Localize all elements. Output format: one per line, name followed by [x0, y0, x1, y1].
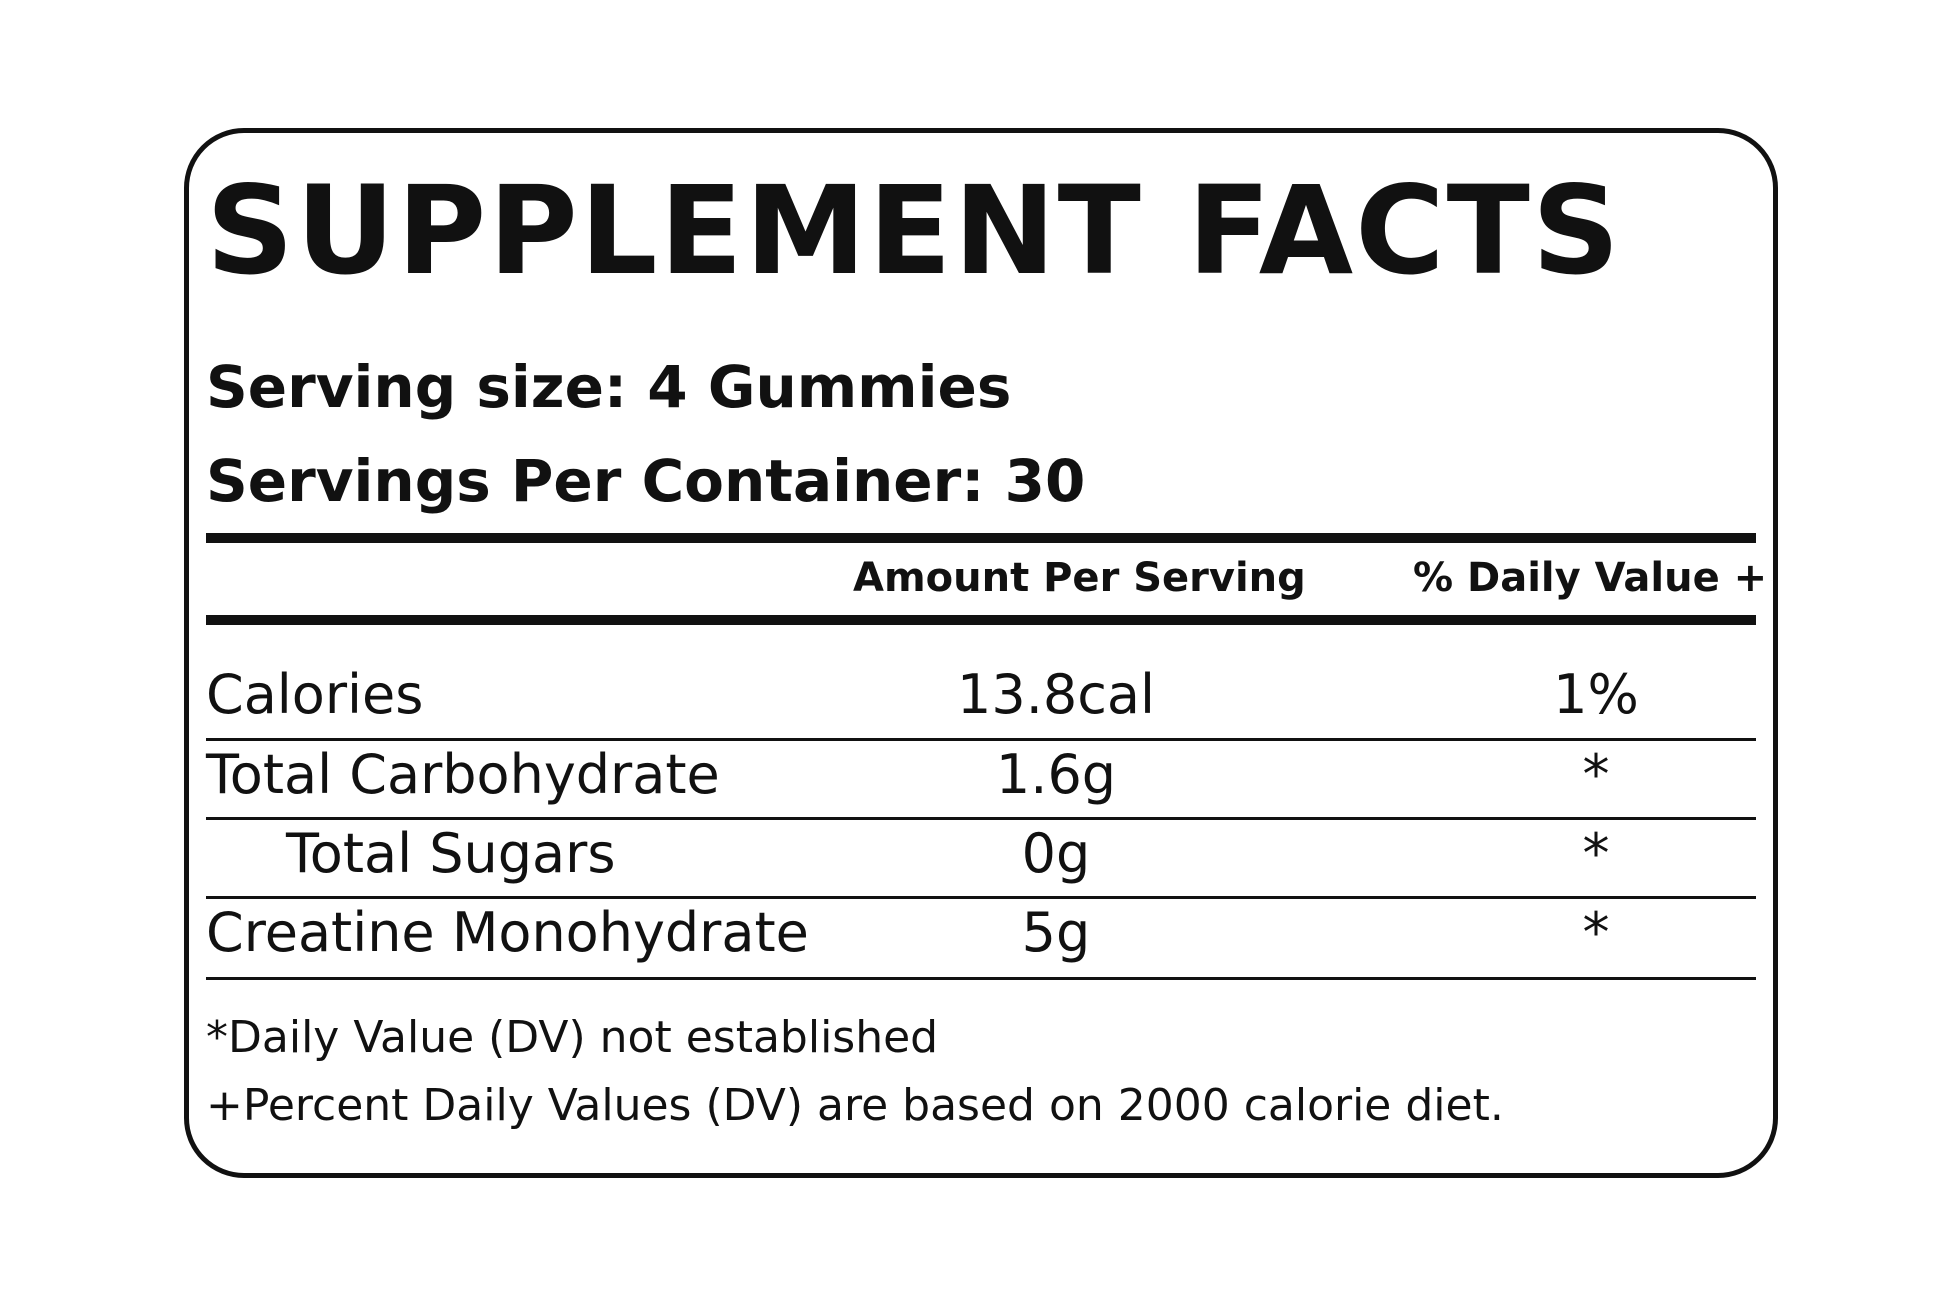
footnote-percent-daily-values: +Percent Daily Values (DV) are based on …	[206, 1080, 1504, 1131]
nutrient-amount: 13.8cal	[956, 663, 1156, 726]
nutrient-name: Total Carbohydrate	[206, 743, 720, 806]
nutrient-row-creatine-monohydrate: Creatine Monohydrate 5g *	[206, 896, 1756, 970]
nutrient-amount: 0g	[1021, 822, 1091, 885]
column-header-daily-value: % Daily Value +	[1413, 555, 1768, 601]
row-divider	[206, 817, 1756, 820]
nutrient-name: Calories	[206, 663, 424, 726]
header-divider-bottom	[206, 615, 1756, 625]
nutrient-daily-value: *	[1582, 822, 1610, 885]
nutrient-daily-value: *	[1582, 743, 1610, 806]
nutrient-row-calories: Calories 13.8cal 1%	[206, 658, 1756, 732]
row-divider	[206, 896, 1756, 899]
serving-size: Serving size: 4 Gummies	[206, 353, 1012, 421]
servings-per-container: Servings Per Container: 30	[206, 447, 1086, 515]
row-divider	[206, 977, 1756, 980]
nutrient-name: Total Sugars	[286, 822, 616, 885]
nutrient-amount: 1.6g	[995, 743, 1117, 806]
nutrient-row-total-sugars: Total Sugars 0g *	[206, 817, 1756, 891]
label-title: SUPPLEMENT FACTS	[206, 160, 1622, 302]
nutrient-amount: 5g	[1021, 901, 1091, 964]
supplement-facts-panel	[184, 128, 1778, 1178]
column-header-amount: Amount Per Serving	[853, 555, 1306, 601]
header-divider-top	[206, 533, 1756, 543]
row-divider	[206, 738, 1756, 741]
nutrient-daily-value: 1%	[1553, 663, 1639, 726]
nutrient-daily-value: *	[1582, 901, 1610, 964]
nutrient-row-total-carbohydrate: Total Carbohydrate 1.6g *	[206, 738, 1756, 812]
nutrient-name: Creatine Monohydrate	[206, 901, 809, 964]
footnote-dv-not-established: *Daily Value (DV) not established	[206, 1012, 939, 1063]
